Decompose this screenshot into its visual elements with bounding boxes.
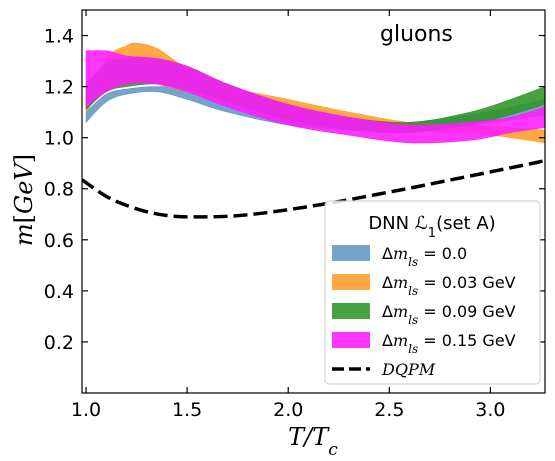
x-tick-label: 3.0 xyxy=(475,399,505,421)
ticks-layer: 1.0 1.5 2.0 2.5 3.0 0.2 0.4 0.6 0.8 1.0 1.2 1.4 xyxy=(44,10,545,421)
legend-box xyxy=(324,200,541,385)
x-axis-label: T/Tc xyxy=(288,423,338,460)
y-tick-label: 1.4 xyxy=(44,26,74,48)
x-tick-label: 2.5 xyxy=(374,399,404,421)
legend-swatch xyxy=(332,332,370,348)
y-tick-label: 0.8 xyxy=(44,179,74,201)
plot-frame xyxy=(81,9,546,394)
y-tick-label: 0.4 xyxy=(44,281,74,303)
legend-swatch xyxy=(332,303,370,319)
x-tick-label: 1.0 xyxy=(71,399,101,421)
series-layer xyxy=(82,42,545,219)
legend-swatch xyxy=(332,245,370,261)
y-tick-label: 1.0 xyxy=(44,128,74,150)
y-axis-label: m[GeV] xyxy=(10,154,38,246)
y-tick-label: 0.6 xyxy=(44,230,74,252)
legend-swatch xyxy=(332,274,370,290)
dqpm-line xyxy=(82,158,545,219)
gluons-annotation: gluons xyxy=(380,22,453,47)
legend-label: DQPM xyxy=(381,360,436,379)
y-tick-label: 1.2 xyxy=(44,77,74,99)
y-tick-label: 0.2 xyxy=(44,332,74,354)
legend-label: Δmls = 0.03 GeV xyxy=(382,273,516,298)
x-tick-label: 2.0 xyxy=(273,399,303,421)
band-series-3 xyxy=(85,50,545,144)
x-tick-label: 1.5 xyxy=(172,399,202,421)
